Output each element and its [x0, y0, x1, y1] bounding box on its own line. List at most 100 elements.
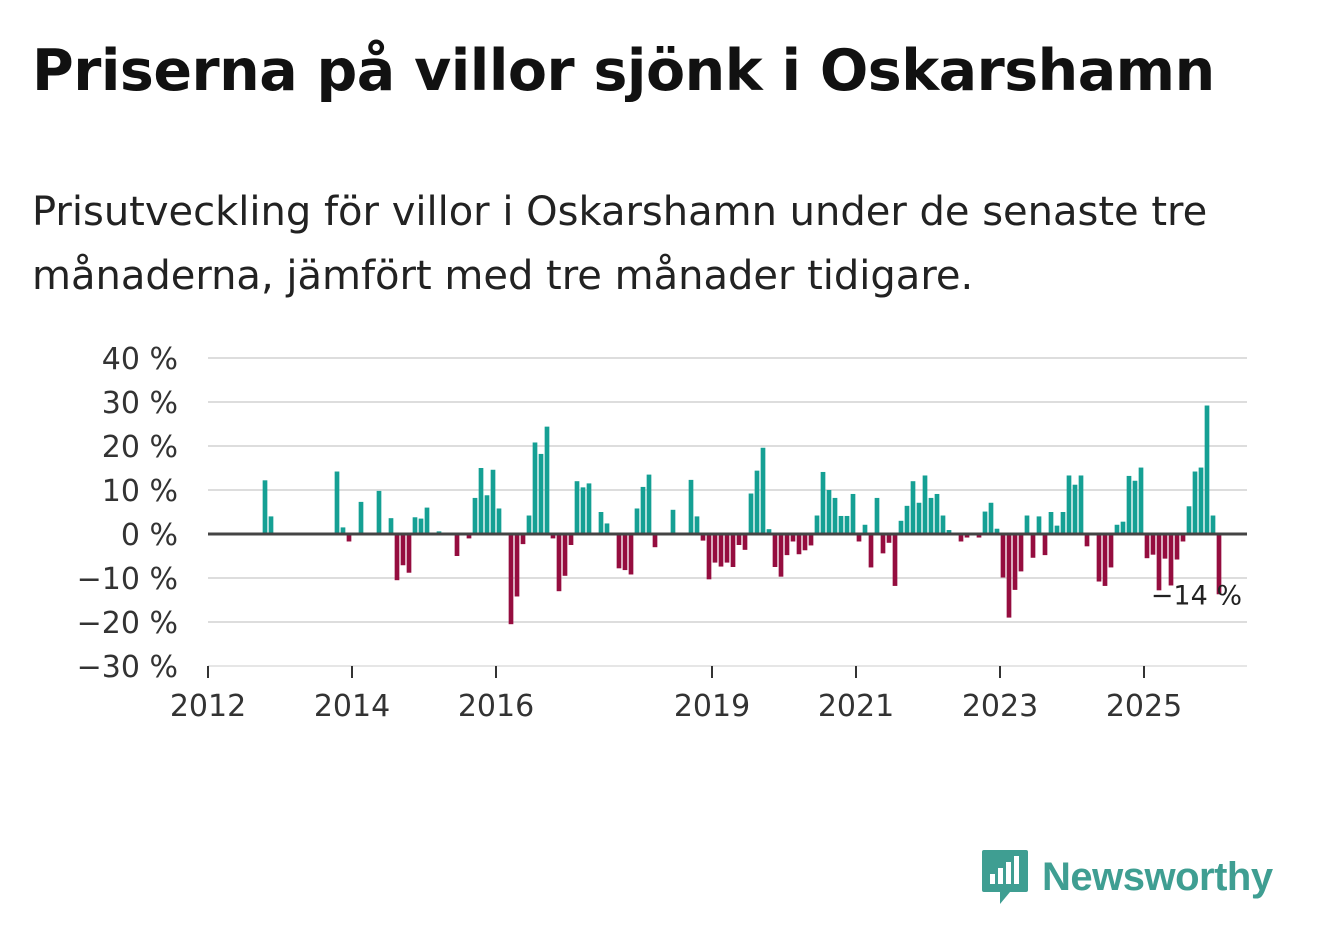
x-tick-label: 2012	[170, 689, 246, 724]
bar	[634, 508, 640, 534]
bar	[1102, 534, 1108, 586]
x-tick-label: 2016	[458, 689, 534, 724]
bar	[1030, 534, 1036, 558]
bar	[1192, 471, 1198, 534]
bar	[886, 534, 892, 543]
bar	[406, 534, 412, 573]
bar	[1144, 534, 1150, 559]
bar	[472, 497, 478, 534]
bar	[892, 534, 898, 586]
bar	[934, 493, 940, 534]
bar	[1048, 512, 1054, 534]
bar	[526, 515, 532, 534]
bar	[904, 505, 910, 534]
bar	[1018, 534, 1024, 572]
bar	[394, 534, 400, 581]
bar	[562, 534, 568, 576]
bar	[1078, 475, 1084, 534]
bar	[754, 470, 760, 534]
bar	[1216, 534, 1222, 595]
y-tick-label: −10 %	[77, 562, 178, 597]
bar	[844, 515, 850, 534]
bar	[778, 534, 784, 577]
bar	[1168, 534, 1174, 586]
bar	[574, 481, 580, 534]
bar	[1174, 534, 1180, 560]
bar-chart: 40 %30 %20 %10 %0 %−10 %−20 %−30 % 2012 2…	[77, 342, 1247, 724]
bar	[268, 516, 274, 534]
bar	[466, 534, 472, 539]
x-tick-label: 2021	[818, 689, 894, 724]
bar	[736, 534, 742, 545]
bar	[580, 487, 586, 534]
bar	[1072, 484, 1078, 534]
bar	[1150, 534, 1156, 555]
bar	[694, 516, 700, 534]
bar	[748, 493, 754, 534]
bar	[1126, 475, 1132, 534]
bar	[802, 534, 808, 551]
bar	[496, 508, 502, 534]
bar	[340, 527, 346, 534]
bar	[346, 534, 352, 542]
bar	[1138, 467, 1144, 534]
bar	[544, 426, 550, 534]
bar	[1210, 515, 1216, 534]
bar	[550, 534, 556, 539]
bar	[838, 515, 844, 534]
last-value-label: −14 %	[1151, 581, 1242, 612]
bar	[1096, 534, 1102, 582]
bar	[652, 534, 658, 548]
x-axis: 2012 2014 2016 2019 2021 2023 2025	[170, 665, 1247, 724]
bar	[400, 534, 406, 566]
bar	[1012, 534, 1018, 590]
bar	[730, 534, 736, 567]
bar	[790, 534, 796, 542]
bar	[796, 534, 802, 555]
bar	[700, 534, 706, 541]
bar	[808, 534, 814, 546]
bar	[622, 534, 628, 571]
bar	[514, 534, 520, 597]
y-tick-label: −20 %	[77, 606, 178, 641]
bar	[376, 490, 382, 534]
y-tick-label: 20 %	[102, 430, 178, 465]
bar	[1084, 534, 1090, 547]
bar	[898, 520, 904, 534]
bar	[490, 469, 496, 534]
bar	[856, 534, 862, 542]
y-tick-label: −30 %	[77, 650, 178, 685]
bar	[424, 507, 430, 534]
bar	[976, 534, 982, 538]
y-tick-label: 40 %	[102, 342, 178, 377]
y-tick-label: 0 %	[121, 518, 178, 553]
bar	[334, 471, 340, 534]
bar	[1024, 515, 1030, 534]
bar	[964, 534, 970, 538]
bar	[868, 534, 874, 568]
bar	[940, 515, 946, 534]
bar	[640, 486, 646, 534]
newsworthy-logo[interactable]: Newsworthy	[980, 848, 1273, 906]
bar	[850, 493, 856, 534]
bar	[766, 529, 772, 534]
brand-name: Newsworthy	[1042, 854, 1273, 899]
bar	[454, 534, 460, 556]
bar	[718, 534, 724, 567]
bar	[628, 534, 634, 575]
bar	[484, 495, 490, 534]
bar	[784, 534, 790, 556]
bar	[586, 483, 592, 534]
y-axis-ticks: 40 % 30 % 20 % 10 % 0 % −10 % −20 % −30 %	[77, 342, 178, 685]
bars	[208, 405, 1247, 625]
bar	[1066, 475, 1072, 534]
x-tick-label: 2025	[1106, 689, 1182, 724]
bar	[646, 474, 652, 534]
x-tick-label: 2019	[674, 689, 750, 724]
bar	[520, 534, 526, 545]
bar	[688, 479, 694, 534]
bar	[1156, 534, 1162, 591]
bar	[874, 497, 880, 534]
newsworthy-logo-icon	[982, 850, 1028, 904]
bar	[1042, 534, 1048, 556]
